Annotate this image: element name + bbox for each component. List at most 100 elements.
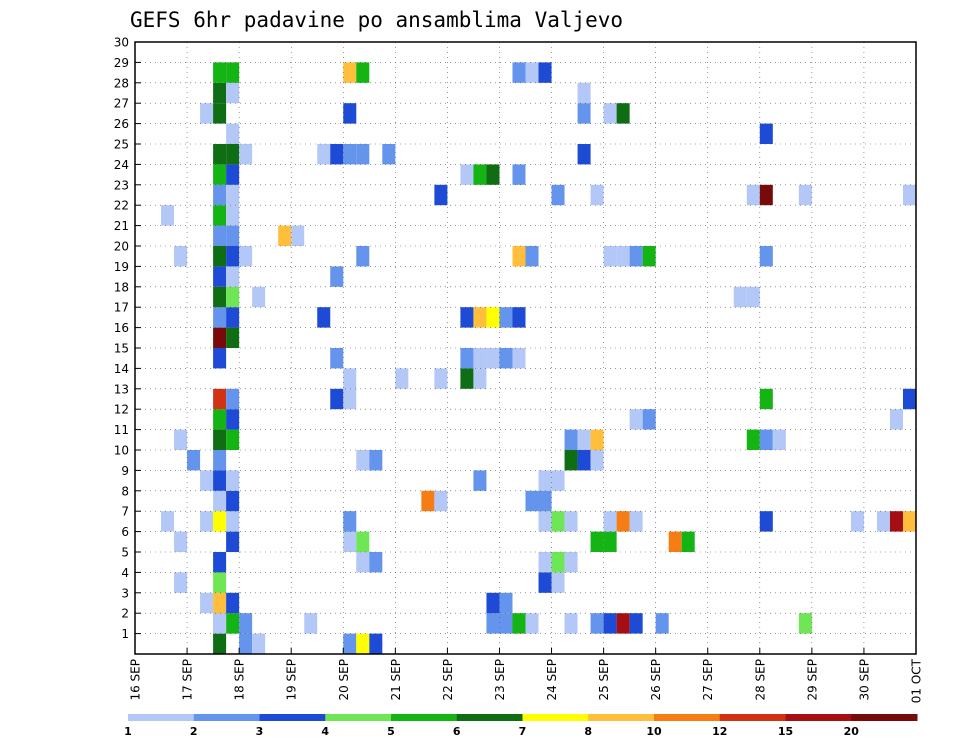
precip-cell — [226, 82, 240, 104]
colorbar-swatch — [851, 714, 918, 721]
precip-cell — [213, 552, 227, 573]
y-tick-label: 23 — [114, 178, 129, 192]
x-tick-label: 23 SEP — [493, 659, 507, 701]
colorbar-label: 5 — [387, 725, 395, 738]
precip-cell — [200, 103, 214, 124]
precip-cell — [538, 572, 552, 593]
precip-cell — [564, 552, 578, 573]
y-tick-label: 16 — [114, 321, 129, 335]
x-tick-label: 22 SEP — [441, 659, 455, 701]
precip-cell — [213, 511, 227, 532]
x-tick-label: 30 SEP — [857, 659, 871, 701]
precip-cell — [226, 429, 240, 450]
precip-cell — [577, 144, 591, 165]
precip-cell — [564, 511, 578, 532]
colorbar-swatch — [719, 714, 786, 721]
precip-cell — [356, 552, 370, 573]
precip-cell — [174, 531, 188, 552]
precip-cell — [473, 307, 487, 328]
colorbar-label: 6 — [453, 725, 461, 738]
precip-cell — [889, 511, 903, 532]
y-tick-label: 15 — [114, 342, 129, 356]
precip-cell — [564, 613, 578, 634]
y-tick-label: 1 — [121, 627, 129, 641]
precip-cell — [590, 184, 604, 206]
precip-cell — [538, 511, 552, 532]
y-tick-label: 10 — [114, 444, 129, 458]
precip-cell — [213, 286, 227, 308]
precip-cell — [200, 511, 214, 532]
precip-cell — [213, 470, 227, 491]
precip-cell — [213, 144, 227, 165]
precip-cell — [902, 388, 916, 410]
precip-cell — [356, 62, 370, 83]
precip-cell — [174, 429, 188, 450]
y-tick-label: 20 — [114, 240, 129, 254]
precip-cell — [590, 613, 604, 634]
precip-cell — [460, 348, 474, 369]
precip-cell — [486, 613, 500, 634]
precip-cell — [213, 348, 227, 369]
precip-cell — [213, 266, 227, 287]
y-tick-label: 27 — [114, 97, 129, 111]
precip-cell — [603, 246, 617, 267]
x-tick-label: 29 SEP — [805, 659, 819, 701]
precip-cell — [226, 470, 240, 491]
precip-cell — [577, 429, 591, 450]
precip-cell — [213, 184, 227, 206]
precip-cell — [759, 246, 773, 267]
precip-cell — [213, 490, 227, 512]
precip-cell — [746, 184, 760, 206]
precip-cell — [330, 266, 344, 287]
y-tick-label: 19 — [114, 260, 129, 274]
precip-cell — [525, 246, 539, 267]
colorbar-label: 2 — [190, 725, 198, 738]
precip-cell — [174, 572, 188, 593]
x-tick-label: 17 SEP — [181, 659, 195, 701]
precip-cell — [629, 613, 643, 634]
precip-cell — [343, 368, 357, 389]
precip-cell — [850, 511, 864, 532]
precip-cell — [213, 62, 227, 83]
precip-cell — [226, 164, 240, 185]
precip-cell — [655, 613, 669, 634]
y-tick-label: 21 — [114, 219, 129, 233]
precip-cell — [603, 511, 617, 532]
y-tick-label: 3 — [121, 586, 129, 600]
precip-cell — [356, 633, 370, 654]
precip-cell — [798, 613, 812, 634]
precip-cell — [226, 388, 240, 410]
x-tick-label: 21 SEP — [389, 659, 403, 701]
precip-cell — [473, 368, 487, 389]
y-tick-label: 8 — [121, 484, 129, 498]
precip-cell — [226, 592, 240, 614]
precip-cell — [239, 144, 253, 165]
colorbar-label: 15 — [778, 725, 793, 738]
precip-cell — [486, 348, 500, 369]
precip-cell — [616, 246, 630, 267]
precip-cell — [213, 164, 227, 185]
precip-cell — [343, 103, 357, 124]
precip-cell — [525, 490, 539, 512]
precip-cell — [239, 246, 253, 267]
y-tick-label: 26 — [114, 117, 129, 131]
precip-cell — [759, 429, 773, 450]
precip-cell — [213, 225, 227, 246]
precip-cell — [213, 246, 227, 267]
colorbar-label: 12 — [712, 725, 727, 738]
colorbar-swatch — [654, 714, 721, 721]
precip-cell — [538, 490, 552, 512]
precip-cell — [213, 592, 227, 614]
precip-cell — [460, 368, 474, 389]
colorbar-swatch — [128, 714, 195, 721]
precip-cell — [213, 633, 227, 654]
precip-cell — [616, 103, 630, 124]
precip-cell — [577, 450, 591, 471]
precip-cell — [187, 450, 201, 471]
precip-cell — [525, 62, 539, 83]
precip-cell — [213, 450, 227, 471]
precip-cell — [226, 409, 240, 430]
colorbar-swatch — [456, 714, 523, 721]
precip-cell — [759, 388, 773, 410]
precipitation-cells — [161, 62, 916, 654]
